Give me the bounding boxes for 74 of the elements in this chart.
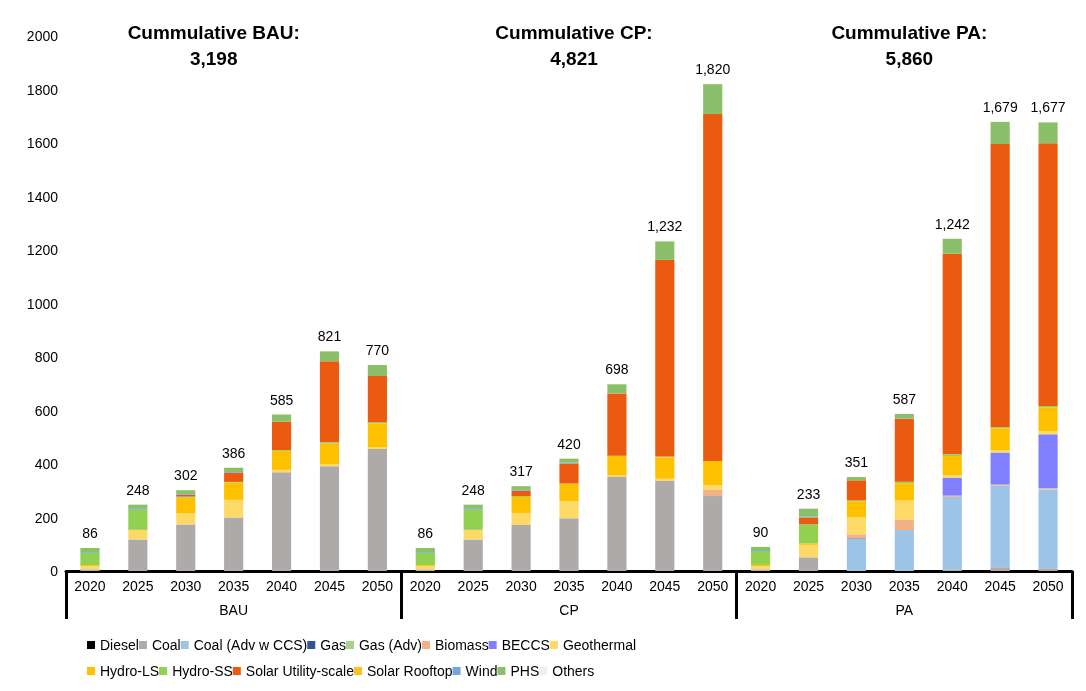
- legend-label: Others: [552, 663, 595, 679]
- legend-label: Wind: [465, 663, 498, 679]
- x-tick-label: 2025: [457, 578, 489, 594]
- total-label: 1,820: [695, 61, 731, 78]
- text: BAU: [219, 602, 249, 618]
- text: PA: [895, 602, 914, 618]
- total-label: 587: [892, 390, 917, 407]
- x-tick-label: 2035: [553, 578, 585, 594]
- x-tick-label: 2020: [74, 578, 106, 594]
- y-tick-label: 1000: [26, 295, 59, 312]
- total-label: 1,232: [647, 218, 683, 235]
- legend-label: Biomass: [434, 637, 489, 653]
- legend-label: BECCS: [501, 637, 550, 653]
- x-tick-label: 2020: [409, 578, 442, 594]
- x-tick-label: 2020: [745, 578, 777, 594]
- x-tick-label: 2050: [697, 578, 729, 594]
- x-tick-label: 2050: [1032, 578, 1064, 594]
- legend-label: Hydro-LS: [100, 663, 160, 679]
- legend-label: Diesel: [100, 637, 139, 653]
- total-label: 386: [221, 444, 246, 461]
- total-label: 248: [126, 481, 150, 498]
- total-label: 317: [509, 463, 533, 480]
- x-tick-label: 2050: [361, 578, 394, 594]
- total-label: 351: [844, 454, 869, 471]
- total-label: 1,677: [1030, 99, 1066, 116]
- total-label: 302: [174, 467, 198, 484]
- x-tick-label: 2045: [313, 578, 346, 594]
- y-tick-label: 800: [34, 349, 59, 365]
- total-label: 1,242: [934, 215, 970, 232]
- x-tick-label: 2045: [984, 578, 1016, 594]
- y-tick-label: 0: [50, 563, 59, 579]
- x-tick-label: 2035: [218, 578, 250, 594]
- annotation: Cummulative CP: 4,821: [495, 21, 653, 69]
- y-tick-label: 400: [34, 456, 59, 472]
- total-label: 248: [461, 481, 486, 498]
- x-tick-label: 2040: [601, 578, 633, 594]
- legend-label: Gas: [320, 637, 346, 653]
- x-tick-label: 2040: [265, 578, 298, 594]
- annotation: Cummulative PA: 5,860: [831, 21, 988, 69]
- total-label: 86: [417, 524, 434, 541]
- x-tick-label: 2040: [936, 578, 969, 594]
- x-tick-label: 2030: [505, 578, 537, 594]
- legend-label: Solar Utility-scale: [245, 663, 355, 679]
- total-label: 585: [269, 391, 294, 408]
- legend-label: Solar Rooftop: [366, 663, 453, 679]
- x-tick-label: 2035: [888, 578, 921, 594]
- y-tick-label: 1800: [26, 81, 59, 98]
- y-tick-label: 200: [34, 509, 59, 526]
- annotation: Cummulative BAU: 3,198: [127, 21, 300, 69]
- y-tick-label: 1400: [26, 188, 59, 205]
- text: CP: [559, 602, 579, 618]
- x-tick-label: 2025: [792, 578, 825, 594]
- y-tick-label: 2000: [26, 28, 59, 44]
- y-tick-label: 1600: [26, 135, 59, 151]
- x-tick-label: 2030: [840, 578, 873, 594]
- legend-label: Gas (Adv): [358, 637, 422, 653]
- total-label: 233: [796, 485, 821, 502]
- y-tick-label: 1200: [26, 242, 59, 258]
- total-label: 420: [557, 435, 581, 452]
- total-label: 698: [605, 361, 629, 378]
- x-tick-label: 2045: [649, 578, 681, 594]
- total-label: 770: [365, 342, 390, 359]
- legend-label: Hydro-SS: [172, 663, 233, 679]
- total-label: 86: [82, 524, 98, 541]
- total-label: 821: [317, 328, 342, 345]
- legend-label: Coal (Adv w CCS): [193, 637, 308, 653]
- y-tick-label: 600: [34, 402, 59, 419]
- x-tick-label: 2030: [170, 578, 202, 594]
- legend-label: PHS: [510, 663, 540, 679]
- total-label: 1,679: [982, 98, 1018, 115]
- legend-label: Geothermal: [562, 637, 637, 653]
- total-label: 90: [752, 523, 769, 540]
- legend-label: Coal: [151, 637, 181, 653]
- x-tick-label: 2025: [122, 578, 154, 594]
